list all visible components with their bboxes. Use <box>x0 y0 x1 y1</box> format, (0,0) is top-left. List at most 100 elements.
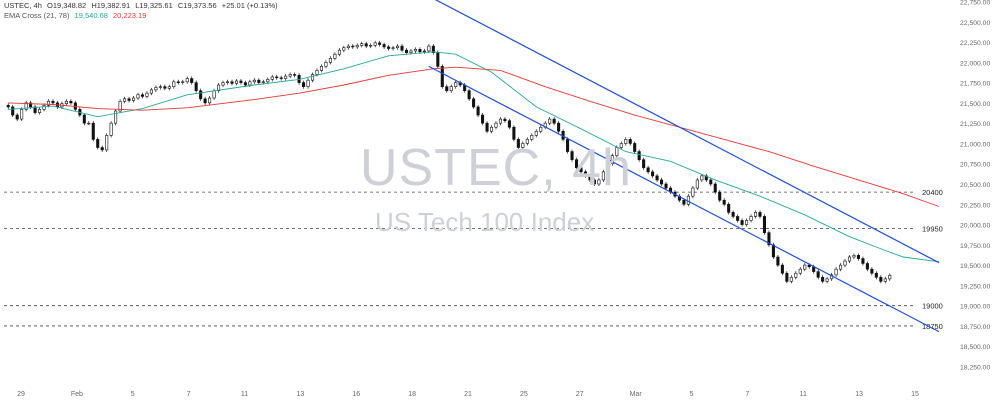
candle-body <box>539 126 543 132</box>
candle-body <box>870 268 874 274</box>
candle-body <box>619 143 623 148</box>
candle-body <box>467 90 471 100</box>
candle-body <box>243 82 247 86</box>
candle-body <box>485 122 489 132</box>
candle-body <box>579 167 583 173</box>
candle-body <box>494 122 498 128</box>
candle-body <box>852 255 856 258</box>
candle-body <box>660 179 664 185</box>
low-value: L19,325.61 <box>135 1 173 10</box>
candle-body <box>203 98 207 104</box>
level-label-18750: 18750 <box>922 322 943 331</box>
candle-body <box>279 77 283 79</box>
candle-body <box>396 45 400 49</box>
candle-body <box>24 102 28 110</box>
candle-body <box>525 139 529 144</box>
candle-body <box>33 106 37 113</box>
y-tick-label: 22,250.00 <box>960 40 990 47</box>
x-tick-label: 29 <box>17 391 25 398</box>
y-tick-label: 22,750.00 <box>960 0 990 7</box>
x-tick-label: 7 <box>187 391 191 398</box>
candle-body <box>319 66 324 71</box>
open-value: O19,348.82 <box>47 1 87 10</box>
y-tick-label: 22,000.00 <box>960 60 990 67</box>
candle-body <box>610 155 614 165</box>
candle-body <box>847 256 852 262</box>
candle-body <box>651 171 655 177</box>
candle-body <box>337 49 341 55</box>
high-value: H19,382.91 <box>91 1 131 10</box>
candle-body <box>803 264 807 270</box>
x-tick-label: Mar <box>630 391 643 398</box>
candle-body <box>758 212 762 217</box>
channel-lines <box>428 0 940 333</box>
candle-body <box>145 92 149 97</box>
y-tick-label: 22,500.00 <box>960 20 990 27</box>
candle-body <box>816 271 820 278</box>
candle-body <box>888 275 892 280</box>
candle-body <box>167 86 171 89</box>
candle-body <box>266 79 270 83</box>
candle-body <box>718 191 722 201</box>
y-tick-label: 19,750.00 <box>960 243 990 250</box>
candle-body <box>445 86 449 92</box>
candle-body <box>131 97 136 101</box>
candle-body <box>507 120 511 128</box>
candle-body <box>346 45 350 49</box>
y-tick-label: 21,500.00 <box>960 101 990 108</box>
candle-body <box>740 220 744 225</box>
candle-body <box>355 44 359 48</box>
candle-body <box>557 122 561 132</box>
candle-body <box>123 98 127 102</box>
candle-body <box>158 86 162 88</box>
candle-body <box>6 105 10 108</box>
candle-body <box>440 66 444 87</box>
y-tick-label: 21,000.00 <box>960 141 990 148</box>
channel-upper-line[interactable] <box>429 0 940 264</box>
candle-body <box>472 98 476 108</box>
candle-body <box>154 87 158 91</box>
candle-body <box>422 50 426 53</box>
candle-body <box>633 143 637 152</box>
candle-body <box>69 100 73 104</box>
candle-body <box>767 232 771 246</box>
candle-body <box>96 139 100 148</box>
channel-lower-line[interactable] <box>428 65 940 333</box>
candle-body <box>534 130 538 136</box>
y-tick-label: 18,750.00 <box>960 324 990 331</box>
horizontal-levels: 20400 19950 19000 18750 <box>4 188 943 331</box>
y-axis: 22,750.00 22,500.00 22,250.00 22,000.00 21,7… <box>960 0 990 372</box>
candle-body <box>749 216 753 221</box>
candle-body <box>257 79 261 83</box>
candle-body <box>400 45 404 51</box>
x-tick-label: 5 <box>690 391 694 398</box>
candle-body <box>570 151 574 160</box>
y-tick-label: 18,500.00 <box>960 344 990 351</box>
candle-body <box>516 139 520 148</box>
candle-body <box>100 147 104 151</box>
candle-body <box>691 187 695 197</box>
candle-body <box>865 263 869 270</box>
candle-body <box>512 126 516 140</box>
candle-body <box>315 70 319 75</box>
ema-fast-value: 19,540.68 <box>74 11 108 20</box>
candle-body <box>449 86 453 92</box>
candle-body <box>181 81 185 83</box>
candle-body <box>185 78 189 83</box>
candle-body <box>391 47 395 49</box>
candle-body <box>566 139 570 152</box>
candle-body <box>722 199 726 205</box>
candle-body <box>284 75 288 79</box>
ema-label: EMA Cross (21, 78) <box>4 11 70 20</box>
x-tick-label: 16 <box>352 391 360 398</box>
candle-body <box>709 179 713 185</box>
y-tick-label: 20,500.00 <box>960 182 990 189</box>
ema-legend[interactable]: EMA Cross (21, 78) 19,540.68 20,223.19 <box>4 11 149 20</box>
candle-body <box>597 179 601 185</box>
candle-body <box>378 42 382 45</box>
candle-body <box>731 212 735 217</box>
candle-body <box>727 203 731 213</box>
candle-body <box>481 114 485 124</box>
